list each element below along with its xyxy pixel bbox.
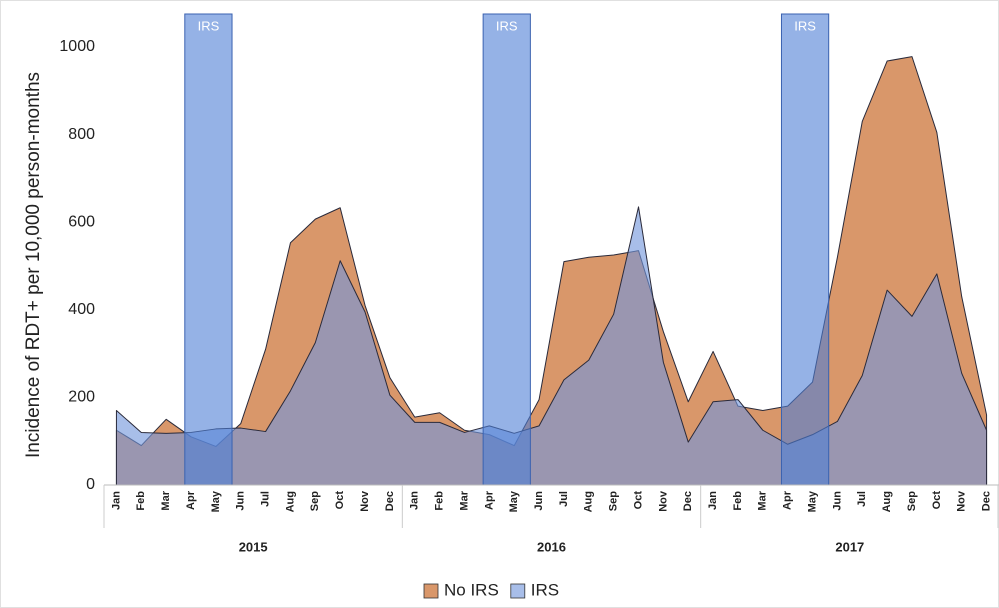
- legend-swatch: [510, 583, 526, 599]
- y-tick-label: 0: [86, 476, 95, 493]
- band-label: IRS: [198, 18, 220, 33]
- x-tick-label: Jan: [707, 491, 719, 510]
- x-tick-label: Mar: [458, 490, 470, 510]
- area: [115, 206, 988, 486]
- x-tick-label: Dec: [384, 491, 396, 511]
- x-tick-label: Oct: [334, 491, 346, 510]
- x-tick-label: Oct: [632, 491, 644, 510]
- legend-label: No IRS: [444, 580, 499, 599]
- irs-band: [184, 13, 233, 486]
- y-axis-title: Incidence of RDT+ per 10,000 person-mont…: [23, 72, 44, 458]
- x-tick-label: Jul: [856, 491, 868, 507]
- legend-swatch: [423, 583, 439, 599]
- x-tick-label: Nov: [956, 490, 968, 512]
- x-tick-label: Nov: [657, 490, 669, 512]
- x-tick-label: Apr: [483, 490, 495, 510]
- x-tick-label: Dec: [682, 491, 694, 511]
- x-tick-label: Mar: [757, 490, 769, 510]
- x-tick-label: Feb: [732, 491, 744, 511]
- y-tick-label: 600: [68, 213, 95, 230]
- x-tick-label: Oct: [931, 491, 943, 510]
- x-tick-label: Jan: [409, 491, 421, 510]
- x-tick-label: Mar: [160, 490, 172, 510]
- band-label: IRS: [496, 18, 518, 33]
- x-tick-label: Jun: [831, 491, 843, 511]
- x-tick-label: Jan: [110, 491, 122, 510]
- y-tick-label: 200: [68, 389, 95, 406]
- band-label: IRS: [794, 18, 816, 33]
- x-tick-label: May: [508, 490, 520, 512]
- group-label: 2015: [239, 539, 268, 554]
- x-tick-label: Feb: [434, 491, 446, 511]
- x-tick-label: May: [806, 490, 818, 512]
- irs-band: [482, 13, 531, 486]
- group-label: 2016: [537, 539, 566, 554]
- x-tick-label: Feb: [135, 491, 147, 511]
- x-tick-label: Jul: [558, 491, 570, 507]
- x-tick-label: Sep: [608, 491, 620, 511]
- irs-band: [780, 13, 830, 486]
- x-tick-label: Aug: [583, 491, 595, 512]
- group-label: 2017: [835, 539, 864, 554]
- x-tick-label: Jun: [533, 491, 545, 511]
- x-tick-label: Jun: [235, 491, 247, 511]
- x-tick-label: Dec: [980, 491, 992, 511]
- y-tick-label: 400: [68, 301, 95, 318]
- x-tick-label: Nov: [359, 490, 371, 512]
- x-tick-label: Apr: [782, 490, 794, 510]
- x-tick-label: Aug: [881, 491, 893, 512]
- x-tick-label: Jul: [260, 491, 272, 507]
- legend-label: IRS: [531, 580, 559, 599]
- x-tick-label: Aug: [284, 491, 296, 512]
- x-tick-label: Apr: [185, 490, 197, 510]
- x-tick-label: Sep: [309, 491, 321, 511]
- x-tick-label: Sep: [906, 491, 918, 511]
- y-tick-label: 1000: [59, 38, 95, 55]
- x-tick-label: May: [210, 490, 222, 512]
- y-tick-label: 800: [68, 126, 95, 143]
